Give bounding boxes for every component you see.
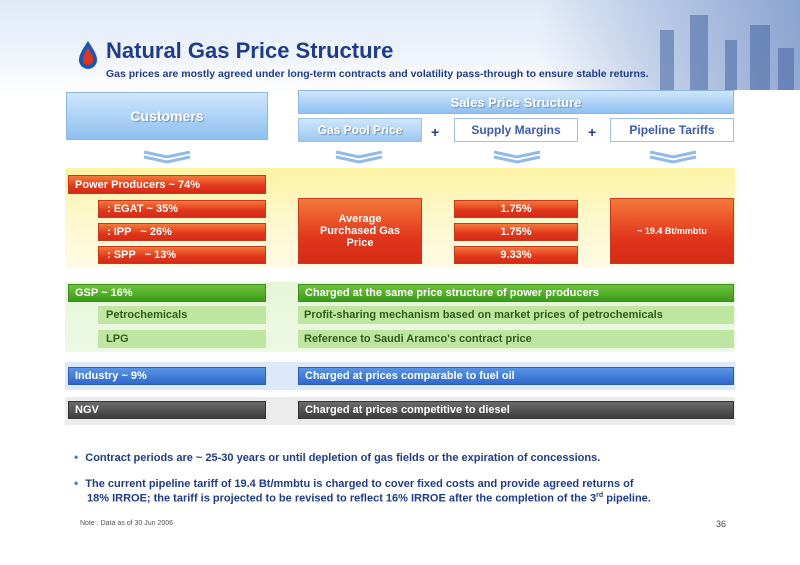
lpg-description: Reference to Saudi Aramco's contract pri… — [298, 330, 734, 348]
bullet-icon: • — [74, 476, 79, 490]
industry-description: Charged at prices comparable to fuel oil — [298, 367, 734, 385]
chevron-down-icon — [493, 150, 541, 164]
industry-label: Industry ~ 9% — [68, 367, 266, 385]
plus-sign: + — [588, 124, 597, 140]
power-producers-label: Power Producers ~ 74% — [68, 175, 266, 194]
egat-label: : EGAT ~ 35% — [98, 200, 266, 218]
gas-pool-price-header: Gas Pool Price — [298, 118, 422, 142]
supply-margins-header: Supply Margins — [454, 118, 578, 142]
gsp-label: GSP ~ 16% — [68, 284, 266, 302]
ngv-description: Charged at prices competitive to diesel — [298, 401, 734, 419]
lpg-label: LPG — [98, 330, 266, 348]
average-purchased-gas-price: Average Purchased Gas Price — [298, 198, 422, 264]
bullet-icon: • — [74, 450, 79, 464]
ipp-label: : IPP ~ 26% — [98, 223, 266, 241]
ngv-label: NGV — [68, 401, 266, 419]
spp-supply-margin: 9.33% — [454, 246, 578, 264]
ipp-supply-margin: 1.75% — [454, 223, 578, 241]
page-subtitle: Gas prices are mostly agreed under long-… — [106, 68, 649, 80]
petrochemicals-label: Petrochemicals — [98, 306, 266, 324]
chevron-down-icon — [649, 150, 697, 164]
pipeline-tariff-value: ~ 19.4 Bt/mmbtu — [610, 198, 734, 264]
spp-label: : SPP ~ 13% — [98, 246, 266, 264]
page-title: Natural Gas Price Structure — [106, 38, 394, 63]
chevron-down-icon — [143, 150, 191, 164]
gsp-description: Charged at the same price structure of p… — [298, 284, 734, 302]
bullet-contract-periods: • Contract periods are ~ 25-30 years or … — [74, 450, 601, 464]
chevron-down-icon — [335, 150, 383, 164]
company-logo-icon — [79, 41, 97, 69]
petrochemicals-description: Profit-sharing mechanism based on market… — [298, 306, 734, 324]
bullet-pipeline-tariff-cont: 18% IRROE; the tariff is projected to be… — [87, 492, 651, 505]
egat-supply-margin: 1.75% — [454, 200, 578, 218]
customers-header: Customers — [66, 92, 268, 140]
pipeline-tariffs-header: Pipeline Tariffs — [610, 118, 734, 142]
bullet-pipeline-tariff: • The current pipeline tariff of 19.4 Bt… — [74, 476, 634, 490]
page-number: 36 — [716, 519, 727, 529]
plus-sign: + — [431, 124, 440, 140]
city-skyline-image — [540, 0, 800, 90]
sales-price-structure-header: Sales Price Structure — [298, 90, 734, 114]
footnote: Note : Data as of 30 Jun 2006 — [80, 520, 174, 527]
